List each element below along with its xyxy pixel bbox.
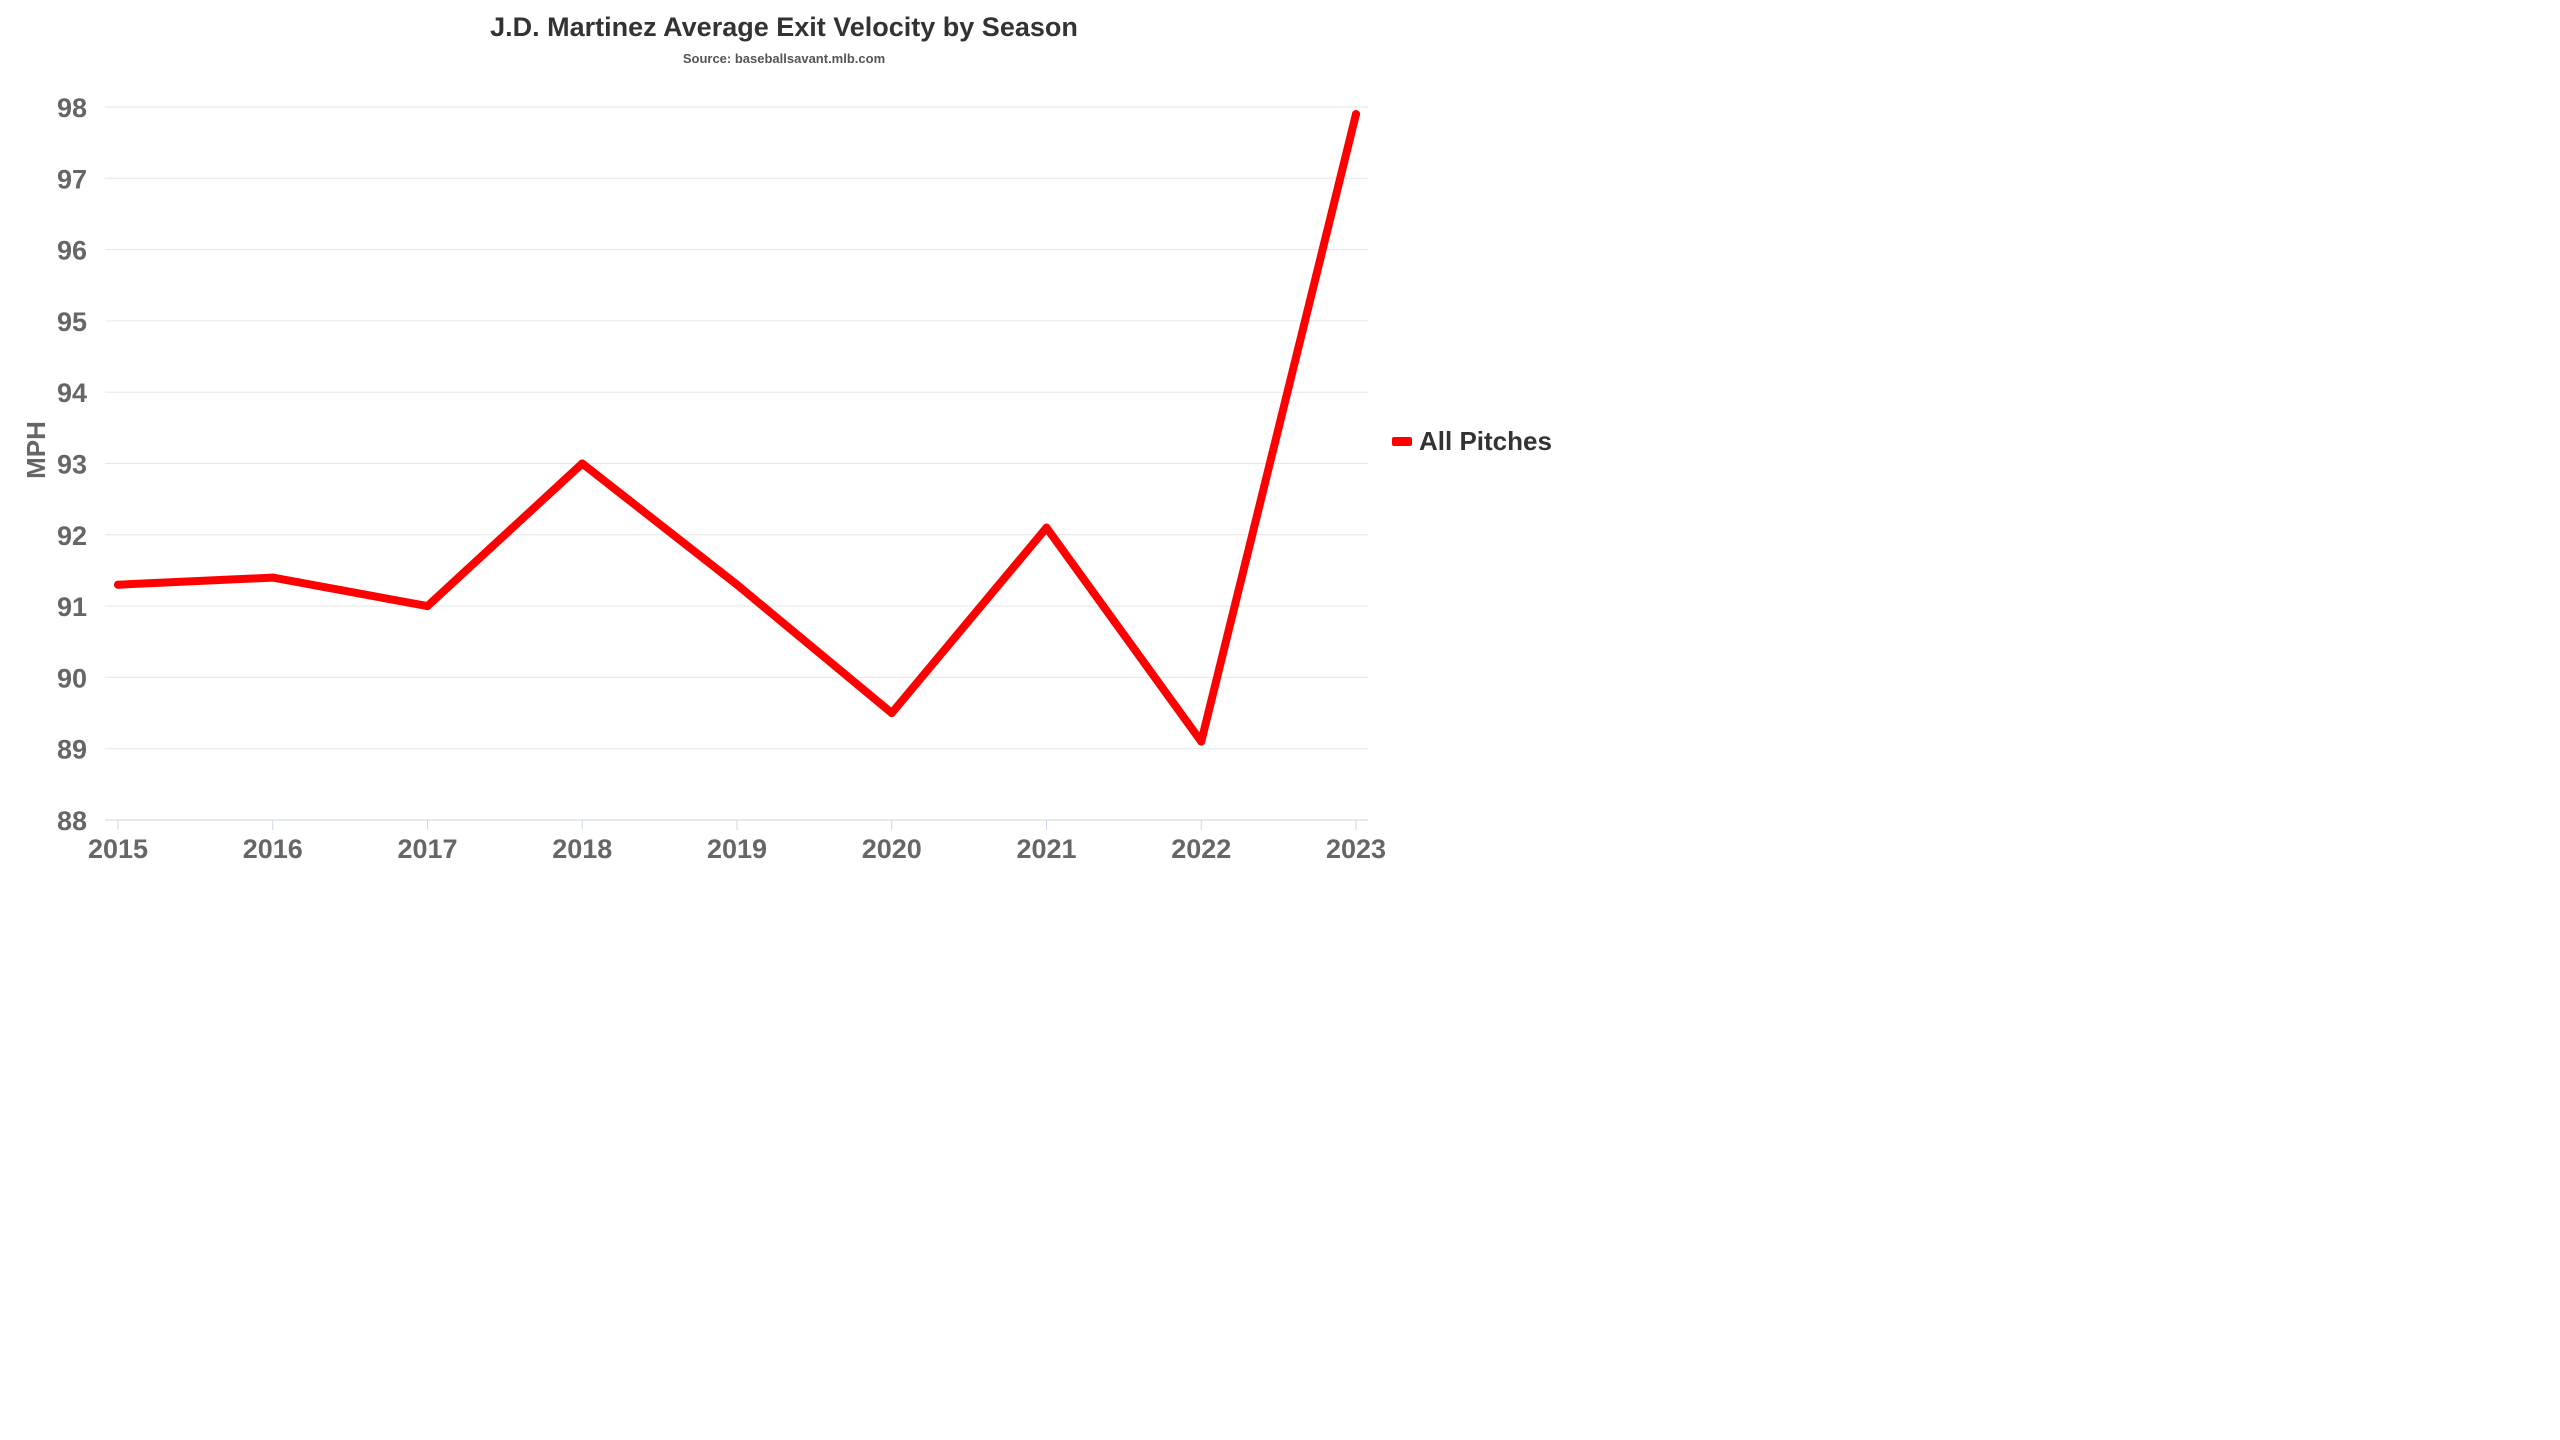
exit-velocity-line-chart: J.D. Martinez Average Exit Velocity by S… <box>21 12 1552 864</box>
x-tick-label-2020: 2020 <box>862 834 922 864</box>
data-point-2022[interactable] <box>1197 737 1206 746</box>
data-point-2015[interactable] <box>114 580 122 589</box>
data-point-2020[interactable] <box>887 709 896 718</box>
series-layer <box>114 110 1360 746</box>
y-tick-label-90: 90 <box>57 663 87 693</box>
y-tick-label-88: 88 <box>57 806 87 836</box>
x-tick-label-2018: 2018 <box>552 834 612 864</box>
data-point-2021[interactable] <box>1042 523 1051 532</box>
legend-swatch-all-pitches[interactable] <box>1392 437 1412 446</box>
x-tick-label-2019: 2019 <box>707 834 767 864</box>
y-tick-label-91: 91 <box>57 592 87 622</box>
y-tick-label-94: 94 <box>57 378 87 408</box>
y-tick-label-92: 92 <box>57 521 87 551</box>
data-point-2019[interactable] <box>733 580 741 589</box>
data-point-2016[interactable] <box>268 573 277 582</box>
legend[interactable]: All Pitches <box>1392 426 1552 456</box>
x-axis-tick-labels: 2015 2016 2017 2018 2019 2020 2021 2022 2023 <box>88 820 1386 864</box>
y-tick-label-93: 93 <box>57 450 87 480</box>
y-tick-label-96: 96 <box>57 236 87 266</box>
x-tick-label-2016: 2016 <box>243 834 303 864</box>
y-tick-label-95: 95 <box>57 307 87 337</box>
y-axis-tick-labels: 88 89 90 91 92 93 94 95 96 97 98 <box>57 93 87 836</box>
y-tick-label-98: 98 <box>57 93 87 123</box>
x-tick-label-2021: 2021 <box>1016 834 1076 864</box>
y-axis-title: MPH <box>21 421 51 479</box>
x-tick-label-2022: 2022 <box>1171 834 1231 864</box>
data-point-2017[interactable] <box>423 602 432 611</box>
gridlines <box>105 106 1368 821</box>
chart-title: J.D. Martinez Average Exit Velocity by S… <box>490 12 1078 42</box>
data-point-2018[interactable] <box>578 459 587 468</box>
x-tick-label-2017: 2017 <box>397 834 457 864</box>
legend-label-all-pitches[interactable]: All Pitches <box>1419 426 1552 456</box>
y-tick-label-89: 89 <box>57 735 87 765</box>
series-line-all-pitches[interactable] <box>114 110 1360 746</box>
chart-subtitle: Source: baseballsavant.mlb.com <box>683 51 885 66</box>
y-tick-label-97: 97 <box>57 164 87 194</box>
x-tick-label-2023: 2023 <box>1326 834 1386 864</box>
x-tick-label-2015: 2015 <box>88 834 148 864</box>
data-point-2023[interactable] <box>1352 110 1360 119</box>
